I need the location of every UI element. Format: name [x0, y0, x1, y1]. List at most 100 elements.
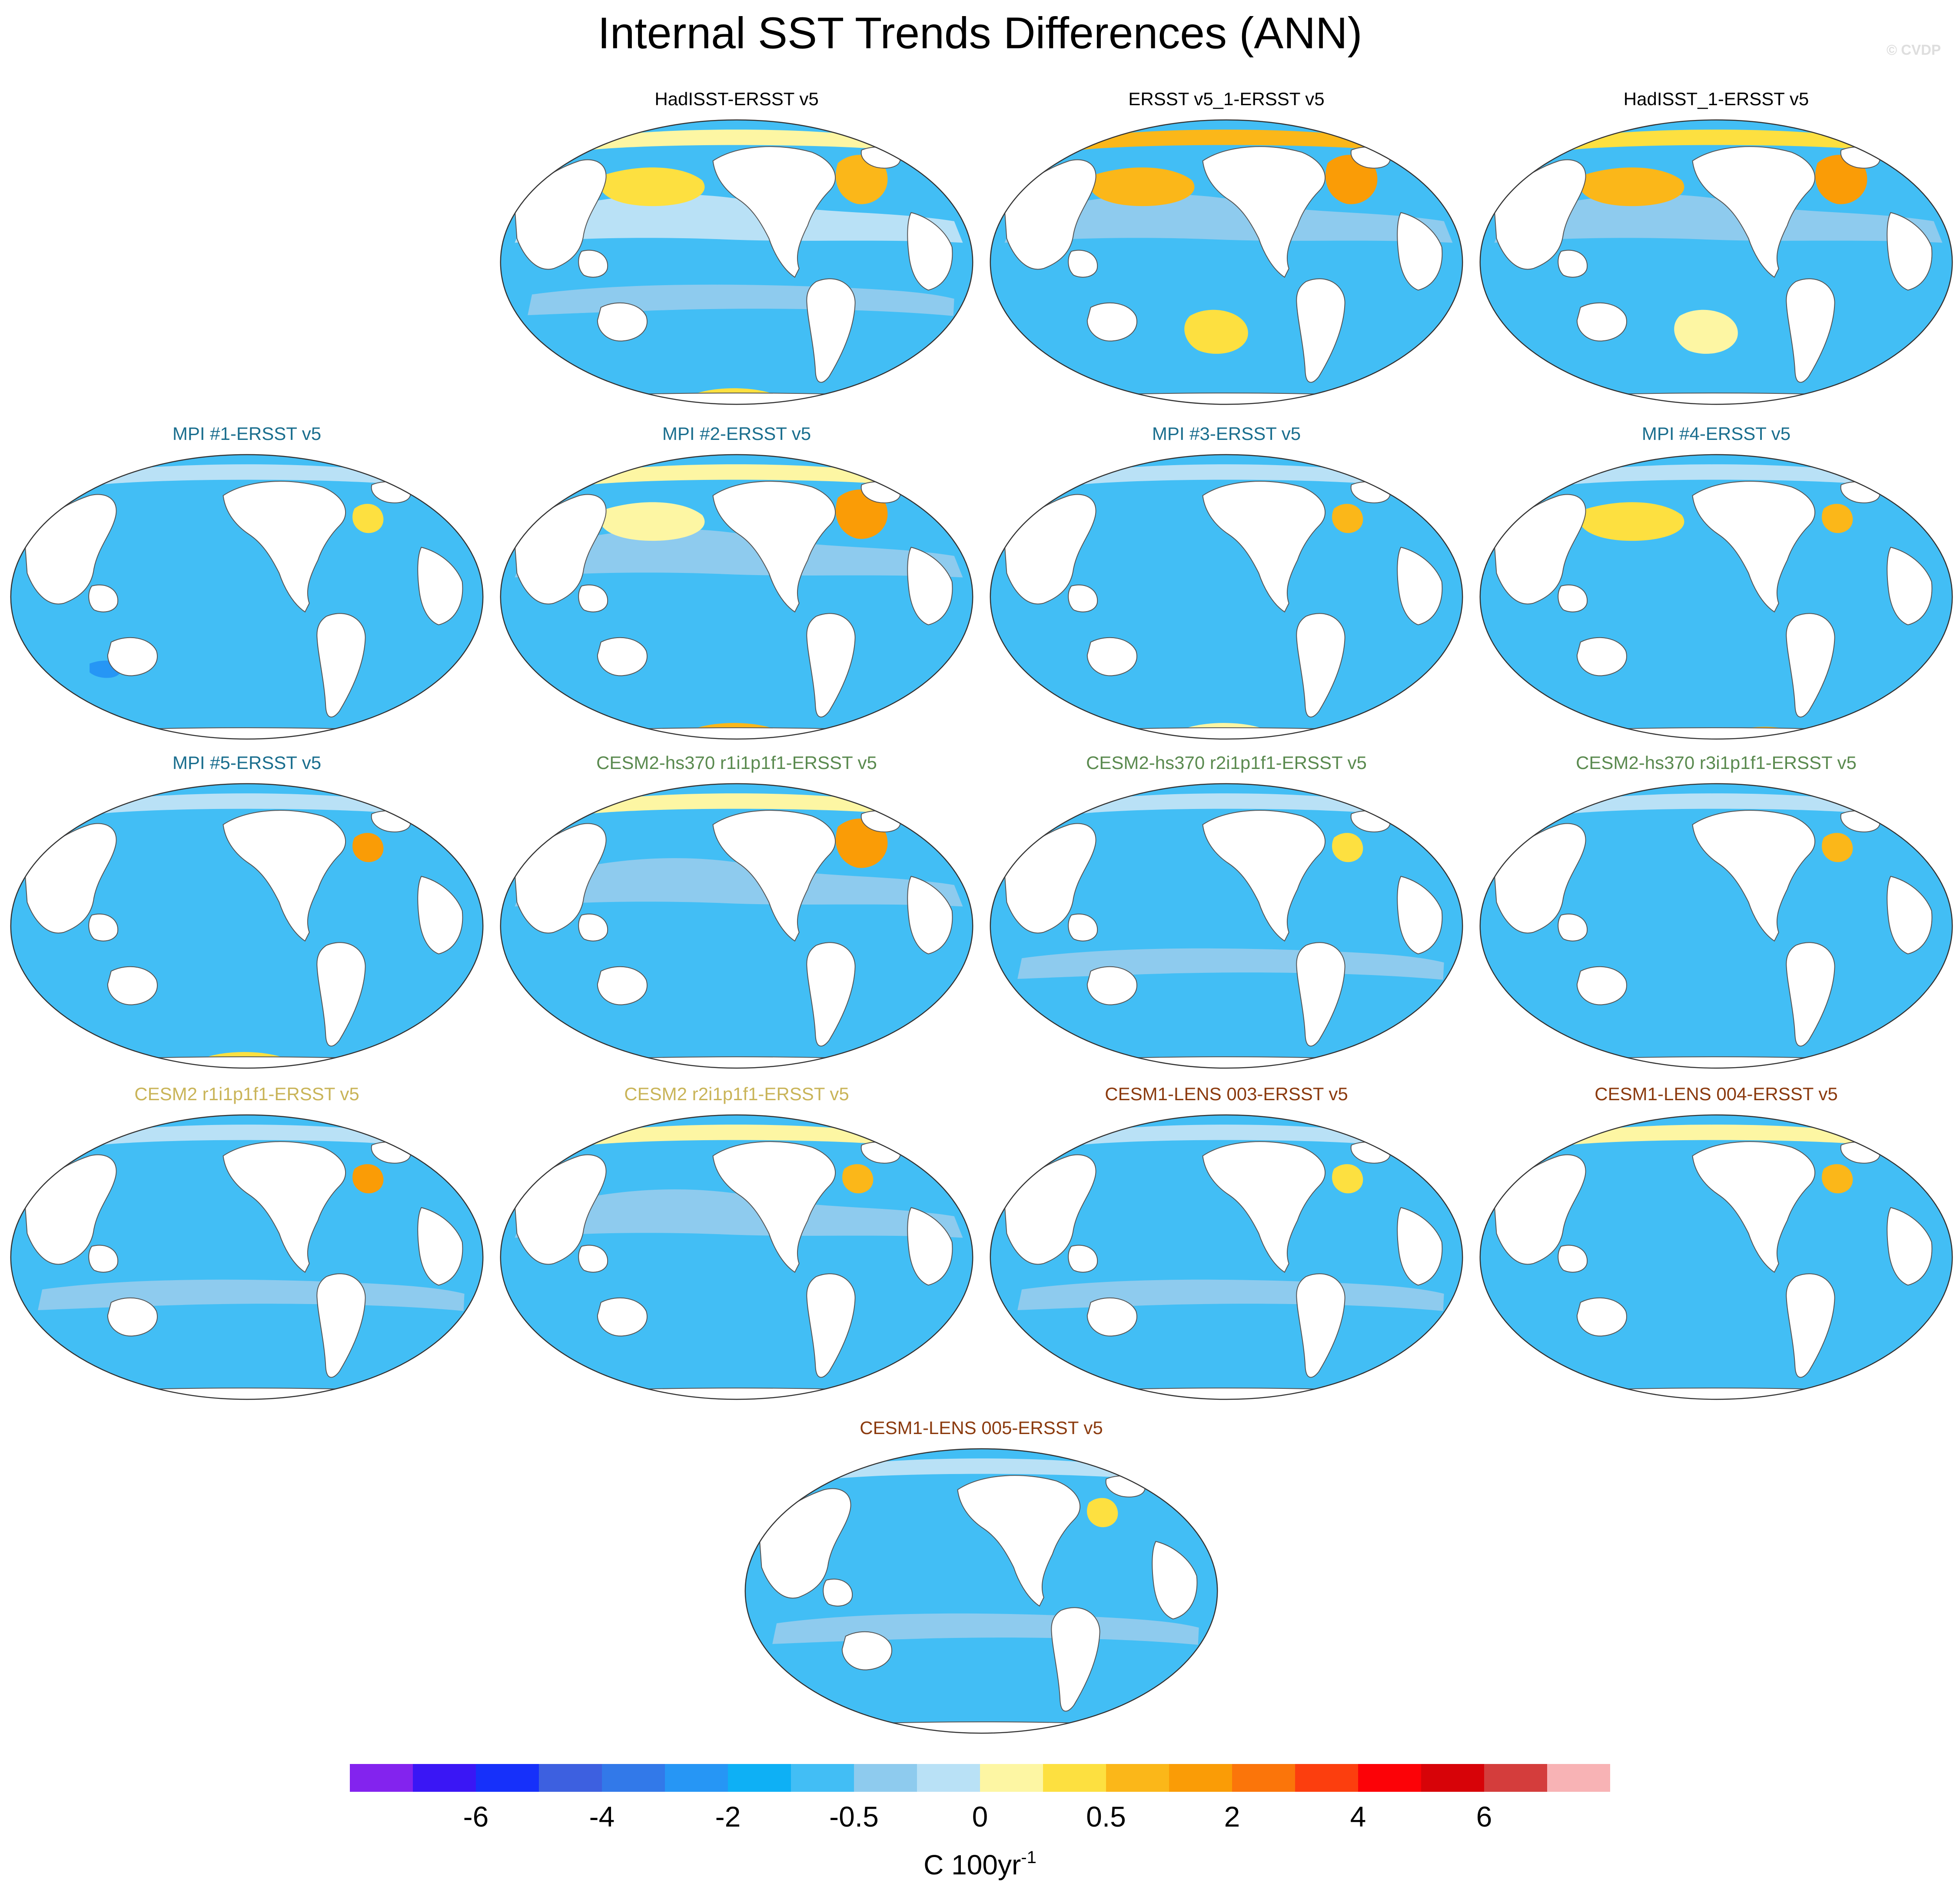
- landmass: [578, 913, 608, 942]
- colorbar-box: [728, 1764, 791, 1792]
- colorbar-box: [1421, 1764, 1484, 1792]
- page-title: Internal SST Trends Differences (ANN): [598, 8, 1362, 58]
- anomaly-contour: [1563, 464, 1865, 485]
- anomaly-contour: [1089, 167, 1195, 206]
- landmass: [597, 637, 648, 676]
- globe-outline: [990, 119, 1463, 405]
- colorbar-tick-label: -4: [589, 1800, 615, 1833]
- landmass: [1038, 1388, 1415, 1400]
- landmass: [1038, 727, 1415, 739]
- landmass: [1004, 1154, 1096, 1265]
- globe-outline: [10, 454, 484, 740]
- landmass: [514, 494, 607, 605]
- anomaly-contour: [584, 464, 885, 485]
- globe-outline: [990, 1114, 1463, 1400]
- anomaly-contour: [1822, 833, 1853, 862]
- landmass: [24, 1154, 117, 1265]
- map-panel: CESM1-LENS 005-ERSST v5: [740, 1418, 1223, 1740]
- landmass: [514, 159, 607, 270]
- colorbar-tick-label: 6: [1476, 1800, 1492, 1833]
- map-plot: [10, 1114, 484, 1400]
- colorbar-tick-label: 0.5: [1086, 1800, 1126, 1833]
- landmass: [806, 1273, 856, 1378]
- colorbar-box: [1484, 1764, 1547, 1792]
- anomaly-contour: [1332, 1164, 1363, 1194]
- landmass: [1576, 302, 1627, 342]
- colorbar-box: [1358, 1764, 1421, 1792]
- landmass: [316, 1273, 366, 1378]
- landmass: [24, 823, 117, 934]
- map-plot: [1479, 1114, 1953, 1400]
- landmass: [1068, 913, 1098, 942]
- panel-title: CESM1-LENS 003-ERSST v5: [1105, 1084, 1348, 1104]
- landmass: [24, 494, 117, 605]
- landmass: [417, 546, 463, 626]
- map-panel: CESM2-hs370 r2i1p1f1-ERSST v5: [985, 752, 1468, 1075]
- landmass: [1004, 159, 1096, 270]
- colorbar-box: [1232, 1764, 1295, 1792]
- landmass: [548, 1388, 925, 1400]
- panel-title: MPI #4-ERSST v5: [1641, 423, 1791, 444]
- colorbar-tick-label: -0.5: [829, 1800, 879, 1833]
- landmass: [107, 966, 158, 1005]
- anomaly-contour: [1674, 310, 1738, 354]
- landmass: [712, 810, 836, 942]
- panel-title: MPI #2-ERSST v5: [662, 423, 811, 444]
- map-plot: [990, 783, 1463, 1069]
- colorbar-box: [1295, 1764, 1358, 1792]
- colorbar-unit-text: C 100yr: [924, 1849, 1021, 1880]
- landmass: [597, 302, 648, 342]
- landmass: [712, 481, 836, 613]
- anomaly-contour: [1563, 130, 1865, 150]
- globe-outline: [500, 783, 973, 1069]
- landmass: [1887, 875, 1933, 955]
- landmass: [1296, 942, 1345, 1047]
- anomaly-contour: [842, 1164, 874, 1194]
- panel-title: ERSST v5_1-ERSST v5: [1128, 89, 1325, 109]
- landmass: [907, 1207, 953, 1286]
- landmass: [1086, 1297, 1137, 1337]
- landmass: [1296, 613, 1345, 718]
- landmass: [1576, 637, 1627, 676]
- landmass: [1528, 727, 1904, 739]
- landmass: [806, 942, 856, 1047]
- map-plot: [990, 454, 1463, 740]
- map-plot: [10, 783, 484, 1069]
- anomaly-contour: [584, 1125, 885, 1145]
- map-panel: CESM2-hs370 r3i1p1f1-ERSST v5: [1475, 752, 1957, 1075]
- panel-title: MPI #3-ERSST v5: [1152, 423, 1301, 444]
- landmass: [223, 481, 346, 613]
- colorbar-box: [1043, 1764, 1106, 1792]
- landmass: [1786, 278, 1835, 383]
- anomaly-contour: [1073, 130, 1375, 150]
- landmass: [1528, 1388, 1904, 1400]
- landmass: [1887, 1207, 1933, 1286]
- landmass: [1202, 146, 1326, 278]
- landmass: [1051, 1607, 1100, 1712]
- colorbar-unit-label: C 100yr-1: [924, 1848, 1036, 1880]
- panel-title: CESM1-LENS 005-ERSST v5: [860, 1418, 1103, 1438]
- colorbar-box: [854, 1764, 917, 1792]
- landmass: [1004, 823, 1096, 934]
- landmass: [1692, 481, 1816, 613]
- colorbar-unit-exponent: -1: [1021, 1848, 1036, 1867]
- colorbar-box: [539, 1764, 602, 1792]
- landmass: [1786, 613, 1835, 718]
- landmass: [907, 546, 953, 626]
- landmass: [1296, 278, 1345, 383]
- landmass: [223, 1141, 346, 1273]
- landmass: [1528, 393, 1904, 405]
- colorbar: -6 -4 -2 -0.5 0 0.5 2 4 6 C 100yr-1: [350, 1764, 1610, 1880]
- landmass: [597, 966, 648, 1005]
- landmass: [1692, 810, 1816, 942]
- panel-title: CESM1-LENS 004-ERSST v5: [1595, 1084, 1838, 1104]
- colorbar-box: [1106, 1764, 1169, 1792]
- landmass: [88, 584, 119, 612]
- anomaly-contour: [1332, 833, 1363, 862]
- landmass: [597, 1297, 648, 1337]
- globe-outline: [500, 119, 973, 405]
- anomaly-contour: [1822, 504, 1853, 533]
- landmass: [712, 146, 836, 278]
- map-panel: MPI #3-ERSST v5: [985, 423, 1468, 745]
- map-panel: HadISST-ERSST v5: [495, 89, 978, 411]
